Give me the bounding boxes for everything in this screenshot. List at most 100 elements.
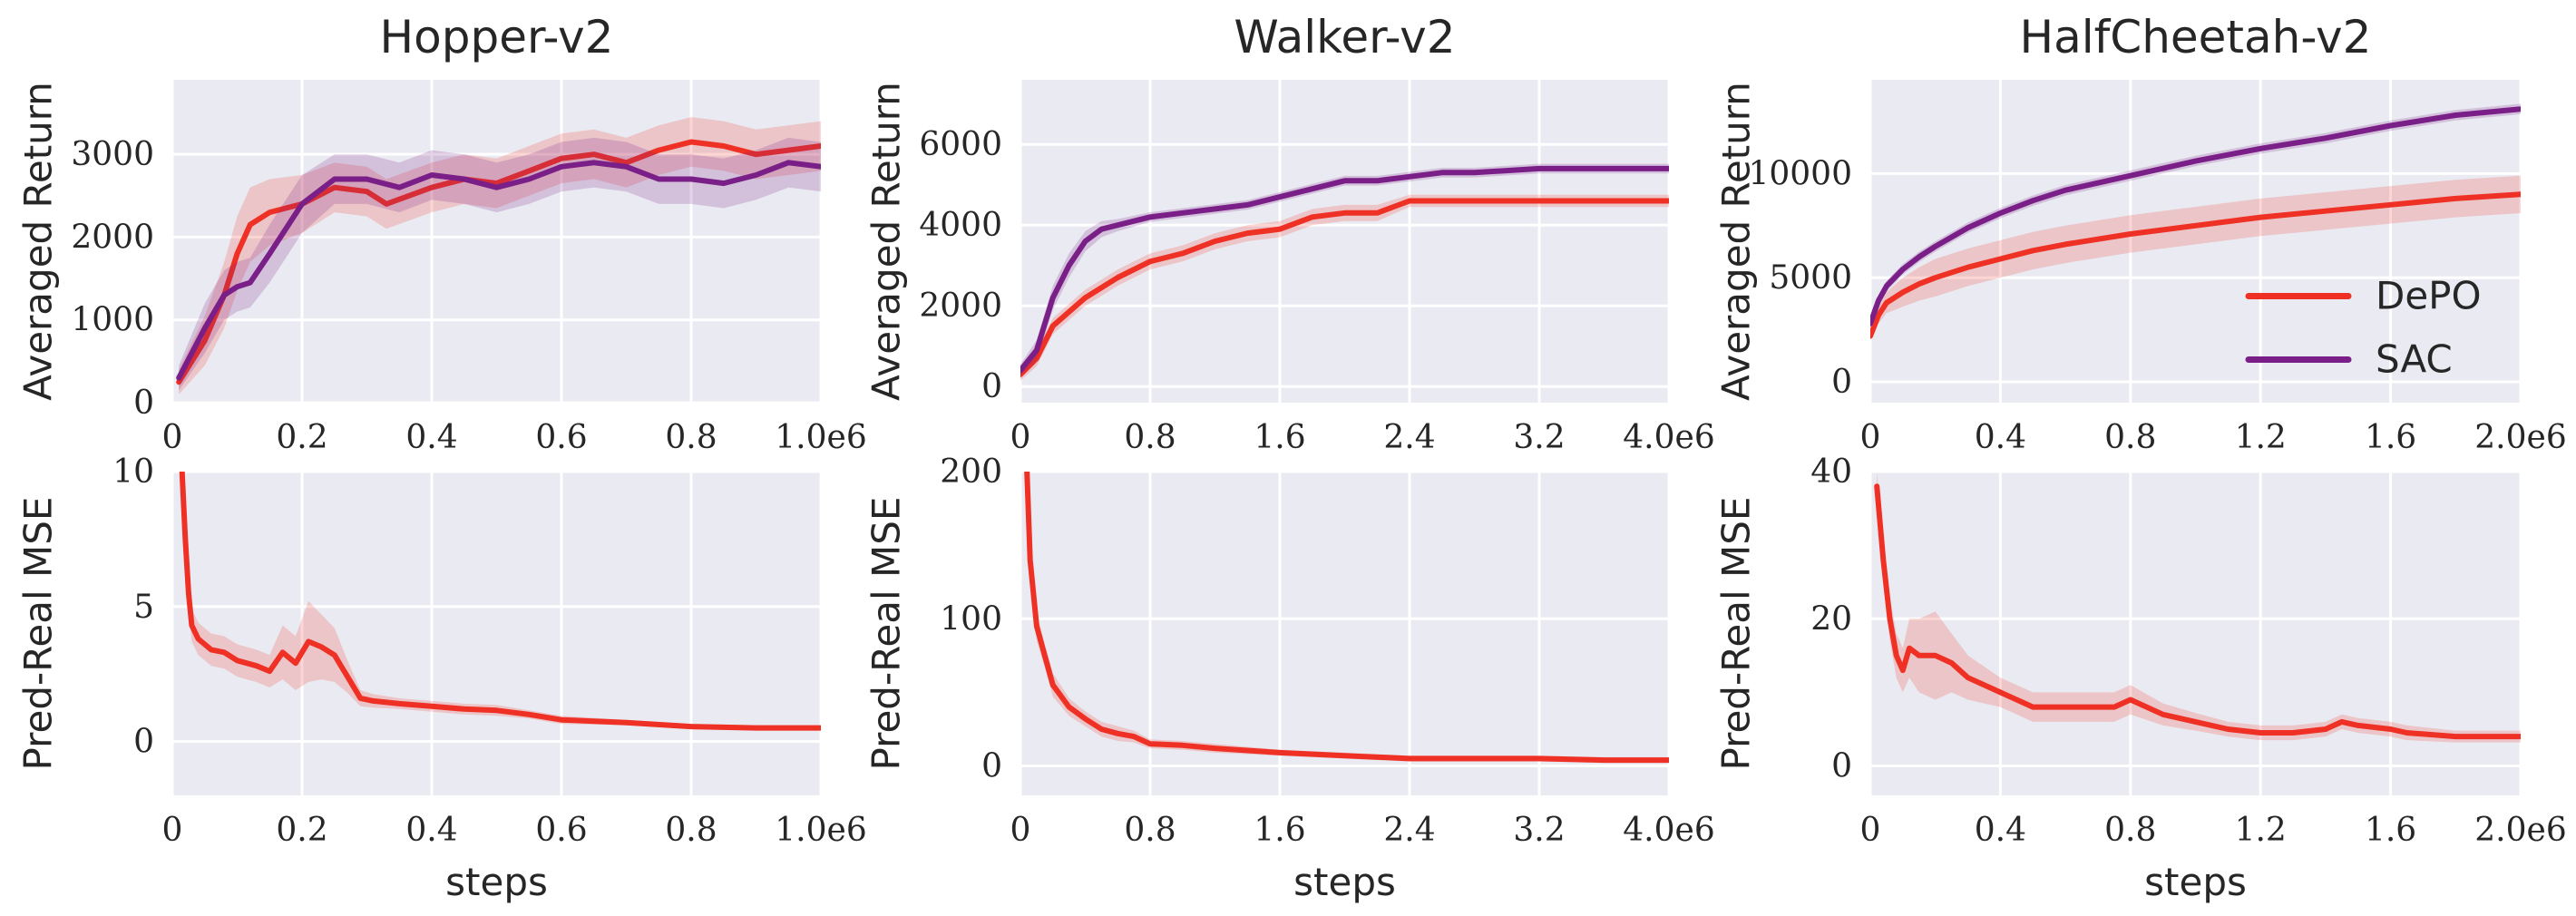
x-tick-label: 2.0e6 xyxy=(2474,812,2566,849)
plot-series xyxy=(1020,163,1669,381)
plot-series xyxy=(1874,472,2521,743)
plot-area xyxy=(1870,80,2521,403)
series-line-sac xyxy=(1870,106,2521,326)
series-line-depo xyxy=(1020,198,1669,377)
x-tick-label: 0 xyxy=(162,419,183,456)
x-tick-label: 0.6 xyxy=(535,812,587,849)
plot-area xyxy=(172,472,821,795)
x-tick-label: 0.4 xyxy=(405,419,457,456)
y-tick-label: 4000 xyxy=(919,207,1002,244)
x-tick-label: 0.8 xyxy=(665,812,717,849)
y-tick-label: 0 xyxy=(981,748,1002,785)
x-tick-label: 1.6 xyxy=(2365,812,2416,849)
x-tick-label: 0 xyxy=(1860,812,1881,849)
x-tick-label: 0.6 xyxy=(535,419,587,456)
y-tick-label: 0 xyxy=(981,368,1002,405)
series-line-depo xyxy=(1870,191,2521,339)
chart-halfcheetah-mse: 0 0.4 0.8 1.2 1.6 2.0e6 0 20 40 Pred-Real MSE step… xyxy=(1714,453,2567,904)
chart-walker-return: 0 0.8 1.6 2.4 3.2 4.0e6 0 2000 4000 6000 Walker-v2… xyxy=(864,11,1715,456)
x-tick-label: 0.4 xyxy=(1975,419,2026,456)
y-tick-label: 20 xyxy=(1810,600,1852,638)
y-tick-label: 6000 xyxy=(919,126,1002,163)
y-tick-label: 0 xyxy=(133,385,154,422)
plot-series xyxy=(1024,472,1669,764)
y-tick-label: 0 xyxy=(133,724,154,761)
x-tick-label: 1.2 xyxy=(2235,419,2287,456)
x-axis-label: steps xyxy=(2144,860,2247,904)
x-tick-label: 0.8 xyxy=(2104,812,2156,849)
y-tick-label: 2000 xyxy=(71,219,154,256)
x-tick-label: 0.8 xyxy=(1124,812,1176,849)
plot-series xyxy=(179,472,821,731)
chart-walker-mse: 0 0.8 1.6 2.4 3.2 4.0e6 0 100 200 Pred-Real MSE st… xyxy=(864,453,1715,904)
x-tick-label: 4.0e6 xyxy=(1623,812,1714,849)
y-tick-label: 10 xyxy=(112,453,154,491)
series-band-sac xyxy=(1020,163,1669,377)
chart-hopper-mse: 0 0.2 0.4 0.6 0.8 1.0e6 0 5 10 Pred-Real MSE steps xyxy=(16,453,867,904)
x-tick-label: 0.4 xyxy=(1975,812,2026,849)
chart-hopper-return: 0 0.2 0.4 0.6 0.8 1.0e6 0 1000 2000 3000 Hopper-v2… xyxy=(16,11,867,456)
x-axis-label: steps xyxy=(1293,860,1396,904)
x-tick-label: 1.6 xyxy=(1254,419,1305,456)
x-tick-label: 0.4 xyxy=(405,812,457,849)
plot-area xyxy=(1020,80,1669,403)
x-tick-label: 1.6 xyxy=(2365,419,2416,456)
x-tick-label: 0.8 xyxy=(2104,419,2156,456)
legend-label-depo: DePO xyxy=(2376,274,2482,318)
x-tick-label: 4.0e6 xyxy=(1623,419,1714,456)
series-line-sac xyxy=(176,160,821,381)
x-tick-label: 1.0e6 xyxy=(775,419,866,456)
x-tick-label: 3.2 xyxy=(1513,419,1565,456)
series-line-depo xyxy=(179,472,821,731)
x-tick-label: 0 xyxy=(1860,419,1881,456)
chart-title: Walker-v2 xyxy=(1234,11,1455,63)
plot-area xyxy=(1020,472,1669,795)
series-band-sac xyxy=(179,137,821,391)
x-tick-label: 1.2 xyxy=(2235,812,2287,849)
x-tick-label: 1.6 xyxy=(1254,812,1305,849)
series-line-depo xyxy=(1874,483,2521,740)
x-tick-label: 2.4 xyxy=(1383,419,1435,456)
x-tick-label: 1.0e6 xyxy=(775,812,866,849)
chart-title: HalfCheetah-v2 xyxy=(2020,11,2372,63)
y-tick-label: 100 xyxy=(940,600,1002,638)
y-tick-label: 5 xyxy=(133,589,154,626)
y-axis-label: Averaged Return xyxy=(1714,82,1759,401)
legend-label-sac: SAC xyxy=(2376,337,2453,382)
x-tick-label: 0.2 xyxy=(276,812,327,849)
y-tick-label: 0 xyxy=(1831,748,1852,785)
y-axis-label: Pred-Real MSE xyxy=(16,497,61,771)
y-tick-label: 2000 xyxy=(919,287,1002,325)
series-line-sac xyxy=(1020,165,1669,374)
plot-area xyxy=(1870,472,2521,795)
y-tick-label: 3000 xyxy=(71,136,154,173)
y-tick-label: 200 xyxy=(940,453,1002,491)
series-band-depo xyxy=(1870,175,2521,341)
plot-series xyxy=(1870,103,2521,341)
x-tick-label: 0 xyxy=(1010,812,1031,849)
y-axis-label: Pred-Real MSE xyxy=(864,497,909,771)
chart-title: Hopper-v2 xyxy=(380,11,614,63)
y-tick-label: 40 xyxy=(1810,453,1852,491)
y-tick-label: 10000 xyxy=(1748,155,1852,192)
plot-series xyxy=(176,117,821,395)
x-tick-label: 0.8 xyxy=(665,419,717,456)
x-tick-label: 0 xyxy=(1010,419,1031,456)
x-tick-label: 0.2 xyxy=(276,419,327,456)
y-axis-label: Averaged Return xyxy=(864,82,909,401)
legend: DePO SAC xyxy=(2245,274,2482,382)
y-axis-label: Averaged Return xyxy=(16,82,61,401)
series-line-depo xyxy=(1024,472,1669,764)
x-tick-label: 0 xyxy=(162,812,183,849)
x-axis-label: steps xyxy=(445,860,548,904)
x-tick-label: 2.4 xyxy=(1383,812,1435,849)
y-axis-label: Pred-Real MSE xyxy=(1714,497,1759,771)
x-tick-label: 0.8 xyxy=(1124,419,1176,456)
x-tick-label: 3.2 xyxy=(1513,812,1565,849)
y-tick-label: 1000 xyxy=(71,302,154,339)
x-tick-label: 2.0e6 xyxy=(2474,419,2566,456)
y-tick-label: 0 xyxy=(1831,364,1852,401)
y-tick-label: 5000 xyxy=(1769,259,1852,297)
chart-halfcheetah-return: 0 0.4 0.8 1.2 1.6 2.0e6 0 5000 10000 HalfCheetah-… xyxy=(1714,11,2567,456)
